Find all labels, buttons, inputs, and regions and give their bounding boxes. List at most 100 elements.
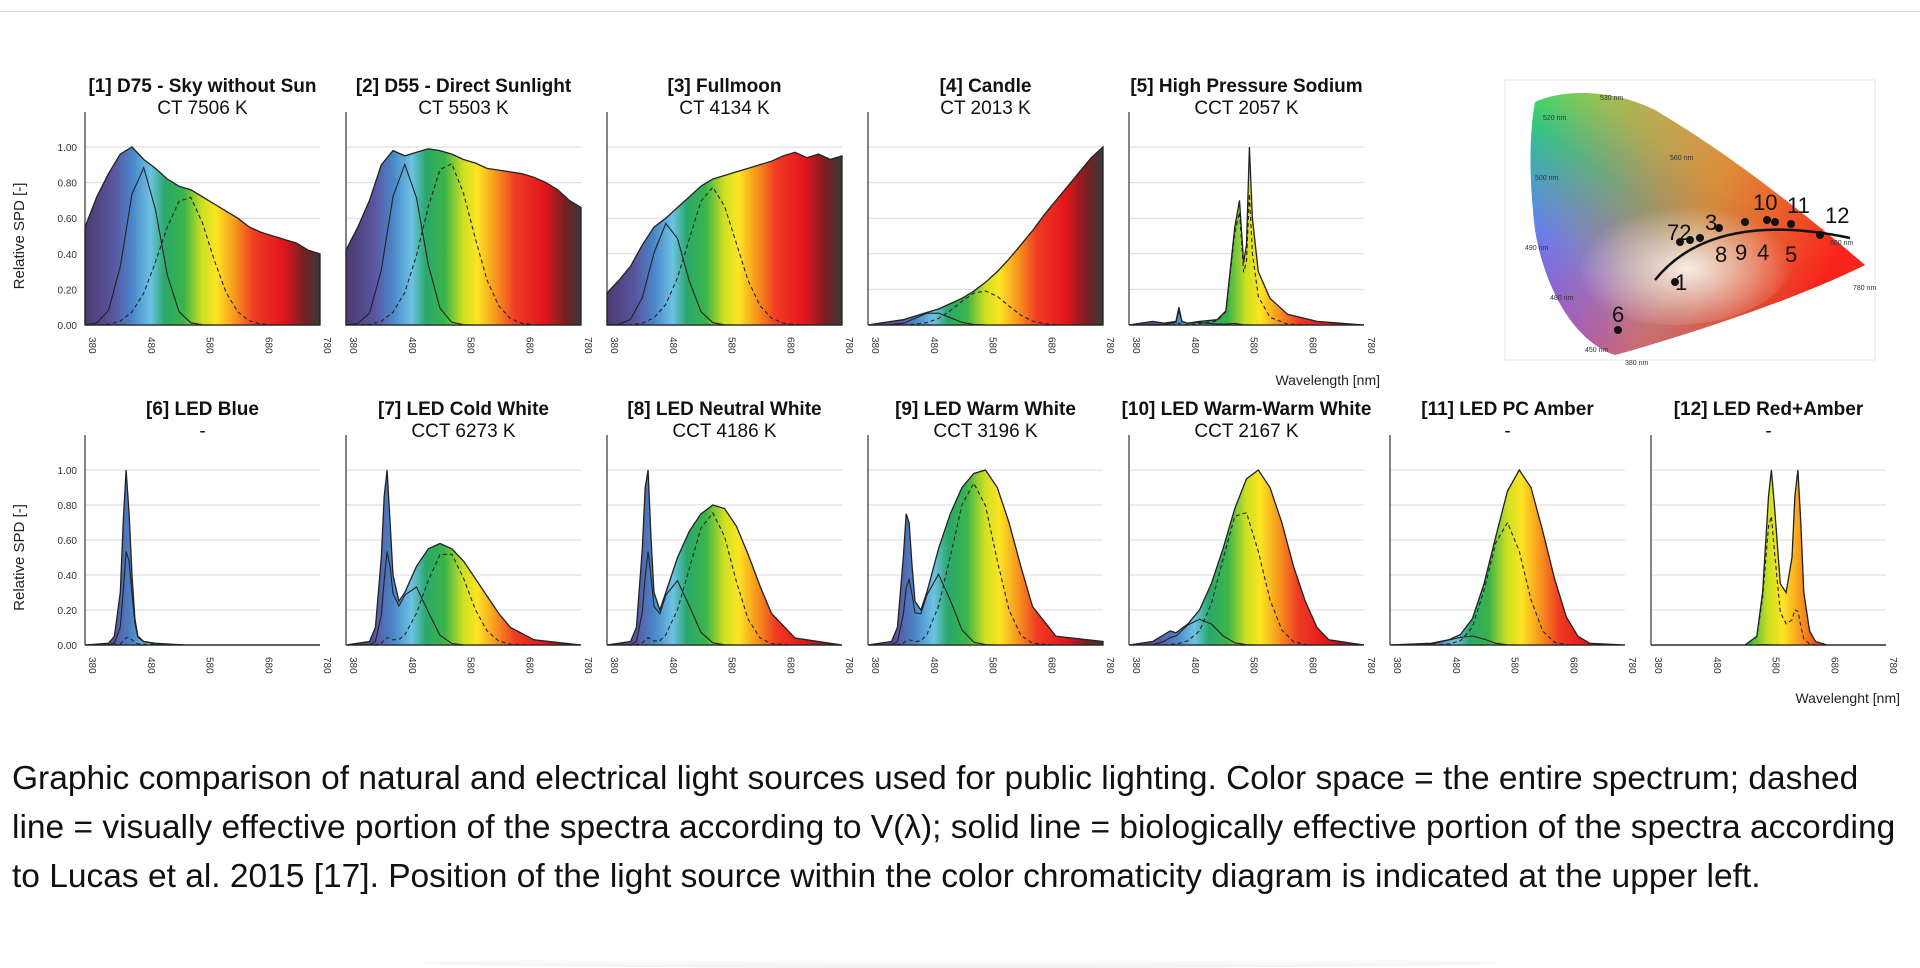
cie-wavelength-label: 560 nm <box>1670 155 1694 162</box>
cie-point-marker <box>1614 326 1622 334</box>
visual-effective-curve <box>607 511 842 646</box>
cie-point-marker <box>1676 238 1684 246</box>
x-tick-label: 580 <box>1770 657 1781 674</box>
x-tick-label: 480 <box>406 657 417 674</box>
cie-point-marker <box>1715 224 1723 232</box>
x-tick-label: 380 <box>869 657 880 674</box>
x-tick-label: 580 <box>1248 337 1259 354</box>
x-tick-label: 480 <box>145 337 156 354</box>
visual-effective-curve <box>1651 516 1886 646</box>
cie-point-marker <box>1741 218 1749 226</box>
x-tick-label: 480 <box>1450 657 1461 674</box>
x-tick-label: 680 <box>1045 657 1056 674</box>
x-tick-label: 480 <box>145 657 156 674</box>
x-tick-label: 680 <box>523 657 534 674</box>
visual-effective-curve <box>1389 521 1625 646</box>
panel-subtitle: - <box>199 421 205 442</box>
x-tick-label: 480 <box>667 337 678 354</box>
x-tick-label: 380 <box>608 657 619 674</box>
cie-point-marker <box>1686 236 1694 244</box>
y-tick-label: 0.00 <box>58 641 78 652</box>
x-axis-label-row2: Wavelenght [nm] <box>1795 690 1900 706</box>
x-tick-label: 580 <box>1509 657 1520 674</box>
biological-effective-curve <box>345 162 581 326</box>
x-tick-label: 380 <box>347 337 358 354</box>
cie-point-marker <box>1787 220 1795 228</box>
spd-area <box>84 146 321 326</box>
spd-area <box>345 148 582 326</box>
x-tick-label: 580 <box>465 657 476 674</box>
x-tick-label: 680 <box>784 657 795 674</box>
x-tick-label: 780 <box>1365 657 1376 674</box>
cie-point-label: 1 <box>1675 270 1687 295</box>
cie-point-label: 6 <box>1612 302 1624 327</box>
x-tick-label: 480 <box>928 337 939 354</box>
x-tick-label: 780 <box>321 657 332 674</box>
visual-effective-curve <box>868 482 1103 646</box>
biological-effective-curve <box>868 312 1103 326</box>
cie-wavelength-label: 520 nm <box>1543 115 1567 122</box>
spd-area <box>1389 468 1626 646</box>
spd-panel-12: [12] LED Red+Amber- 380 480 580 680 780 <box>1650 399 1898 674</box>
cie-point-marker <box>1771 218 1779 226</box>
y-tick-label: 0.60 <box>58 214 78 225</box>
cie-wavelength-label: 480 nm <box>1550 295 1574 302</box>
cie-white-point-glow <box>1555 185 1795 325</box>
spd-area <box>867 469 1104 646</box>
panel-subtitle: CT 4134 K <box>679 98 770 119</box>
panel-title: [12] LED Red+Amber <box>1674 399 1864 420</box>
x-tick-label: 480 <box>1711 657 1722 674</box>
x-tick-label: 680 <box>1045 337 1056 354</box>
panel-title: [4] Candle <box>940 76 1032 97</box>
bottom-shadow <box>420 958 1500 968</box>
cie-point-label: 12 <box>1825 203 1849 228</box>
x-tick-label: 580 <box>726 337 737 354</box>
spd-area <box>606 151 843 326</box>
biological-effective-curve <box>606 222 842 326</box>
spd-panel-11: [11] LED PC Amber- 380 480 580 680 780 <box>1389 399 1637 674</box>
panel-subtitle: CCT 4186 K <box>672 421 777 442</box>
panel-title: [6] LED Blue <box>146 399 259 420</box>
x-tick-label: 780 <box>1887 657 1898 674</box>
visual-effective-curve <box>346 553 581 646</box>
cie-wavelength-label: 380 nm <box>1625 360 1649 367</box>
biological-effective-curve <box>84 166 320 326</box>
x-tick-label: 780 <box>1365 337 1376 354</box>
x-tick-label: 680 <box>784 337 795 354</box>
spd-area <box>1651 469 1886 646</box>
cie-point-label: 5 <box>1785 242 1797 267</box>
panel-subtitle: - <box>1765 421 1771 442</box>
x-tick-label: 380 <box>1130 337 1141 354</box>
x-tick-label: 380 <box>1391 657 1402 674</box>
y-tick-label: 0.20 <box>58 606 78 617</box>
x-tick-label: 680 <box>262 657 273 674</box>
spd-area <box>867 145 1104 326</box>
x-tick-label: 380 <box>869 337 880 354</box>
x-tick-label: 580 <box>987 657 998 674</box>
panel-title: [7] LED Cold White <box>378 399 549 420</box>
biological-effective-curve <box>84 551 320 646</box>
panel-title: [8] LED Neutral White <box>627 399 821 420</box>
x-tick-label: 780 <box>321 337 332 354</box>
biological-effective-curve <box>345 551 581 646</box>
panel-title: [10] LED Warm-Warm White <box>1122 399 1372 420</box>
x-tick-label: 580 <box>465 337 476 354</box>
figure-caption: Graphic comparison of natural and electr… <box>12 760 1896 895</box>
x-tick-label: 680 <box>1306 657 1317 674</box>
cie-point-label: 4 <box>1757 240 1769 265</box>
x-tick-label: 580 <box>204 337 215 354</box>
x-tick-label: 680 <box>523 337 534 354</box>
y-tick-label: 0.20 <box>58 285 78 296</box>
x-tick-label: 780 <box>582 657 593 674</box>
x-tick-label: 780 <box>582 337 593 354</box>
panel-subtitle: CT 5503 K <box>418 98 509 119</box>
spd-panel-6: [6] LED Blue- 380 480 580 680 780 1.00 0.80 0.60… <box>11 399 332 674</box>
panel-subtitle: CCT 3196 K <box>933 421 1038 442</box>
panel-subtitle: CCT 2057 K <box>1194 98 1299 119</box>
visual-effective-curve <box>84 196 320 326</box>
